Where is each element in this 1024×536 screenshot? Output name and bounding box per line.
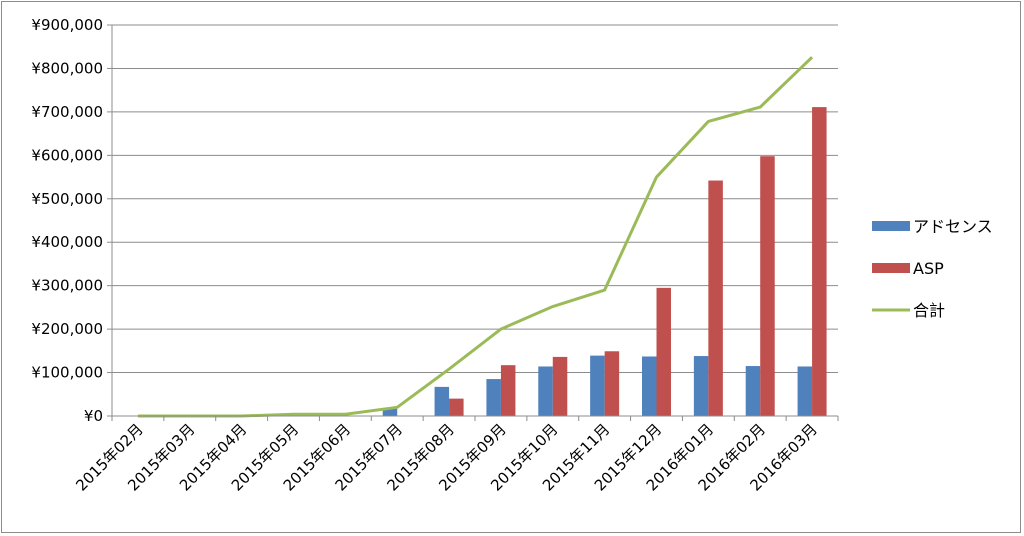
bar-asp [552, 356, 568, 416]
y-tick-label: ¥300,000 [31, 277, 103, 295]
legend-swatch [872, 263, 910, 273]
y-tick-label: ¥700,000 [31, 103, 103, 121]
bar-asp [812, 107, 827, 417]
bar-adsense [382, 408, 398, 416]
legend: アドセンス ASP 合計 [872, 217, 993, 320]
x-tick-labels: 2015年02月2015年03月2015年04月2015年05月2015年06月… [72, 420, 821, 494]
bar-adsense [538, 366, 553, 416]
legend-swatch [872, 221, 910, 231]
bar-asp [656, 287, 671, 416]
y-tick-label: ¥200,000 [31, 320, 103, 338]
bar-series-group [382, 107, 827, 417]
bar-adsense [486, 379, 501, 416]
bar-adsense [590, 355, 605, 416]
y-tick-label: ¥400,000 [31, 233, 103, 251]
bar-adsense [797, 366, 813, 416]
y-tick-label: ¥600,000 [31, 146, 103, 164]
gridlines [112, 24, 838, 374]
y-tick-label: ¥100,000 [31, 364, 103, 382]
y-tick-label: ¥900,000 [31, 16, 103, 34]
bar-adsense [642, 356, 657, 416]
bar-asp [500, 365, 516, 416]
y-tick-label: ¥800,000 [31, 59, 103, 77]
bar-asp [760, 156, 775, 417]
y-tick-label: ¥0 [84, 407, 103, 425]
bar-adsense [434, 386, 450, 416]
y-tick-labels: ¥0 ¥100,000 ¥200,000 ¥300,000 ¥400,000 ¥500,0… [31, 16, 103, 425]
bar-adsense [693, 356, 709, 416]
legend-label: ASP [913, 259, 944, 278]
bar-adsense [745, 366, 761, 416]
axes [107, 24, 839, 421]
y-tick-label: ¥500,000 [31, 190, 103, 208]
bar-asp [604, 351, 620, 416]
bar-asp [449, 398, 464, 416]
legend-label: アドセンス [913, 217, 993, 236]
bar-asp [708, 180, 723, 416]
legend-label: 合計 [913, 301, 945, 320]
